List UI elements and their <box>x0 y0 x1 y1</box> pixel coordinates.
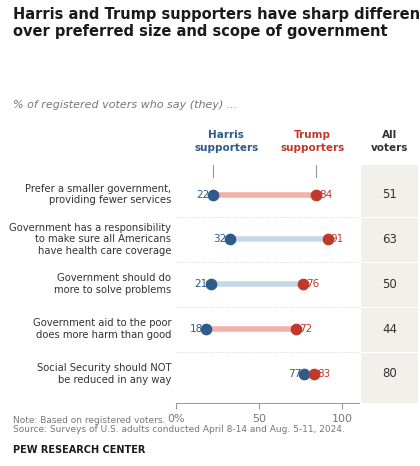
Text: 32: 32 <box>213 234 226 245</box>
Point <box>301 370 307 377</box>
Text: 84: 84 <box>319 190 333 199</box>
Text: 63: 63 <box>382 233 397 246</box>
Text: Harris
supporters: Harris supporters <box>194 130 258 153</box>
Point <box>208 281 215 288</box>
Text: 83: 83 <box>318 369 331 379</box>
Point <box>311 370 318 377</box>
Text: Trump
supporters: Trump supporters <box>281 130 345 153</box>
Text: PEW RESEARCH CENTER: PEW RESEARCH CENTER <box>13 445 145 455</box>
Point <box>312 191 319 199</box>
Point <box>324 236 331 243</box>
Text: 72: 72 <box>299 324 312 334</box>
Text: 21: 21 <box>195 279 208 289</box>
Text: 76: 76 <box>306 279 319 289</box>
Text: % of registered voters who say (they) ...: % of registered voters who say (they) ..… <box>13 100 237 110</box>
Text: Note: Based on registered voters.: Note: Based on registered voters. <box>13 416 165 425</box>
Text: 80: 80 <box>382 368 397 380</box>
Point <box>226 236 233 243</box>
Text: 91: 91 <box>331 234 344 245</box>
Text: All
voters: All voters <box>371 130 408 153</box>
Text: 51: 51 <box>382 188 397 201</box>
Point <box>293 325 299 333</box>
Point <box>203 325 210 333</box>
Text: 18: 18 <box>190 324 203 334</box>
Text: Social Security should NOT
be reduced in any way: Social Security should NOT be reduced in… <box>37 363 171 385</box>
Text: Source: Surveys of U.S. adults conducted April 8-14 and Aug. 5-11, 2024.: Source: Surveys of U.S. adults conducted… <box>13 425 344 434</box>
Text: Government has a responsibility
to make sure all Americans
have health care cove: Government has a responsibility to make … <box>9 223 171 256</box>
Text: Government aid to the poor
does more harm than good: Government aid to the poor does more har… <box>33 318 171 340</box>
Point <box>299 281 306 288</box>
Text: Harris and Trump supporters have sharp differences
over preferred size and scope: Harris and Trump supporters have sharp d… <box>13 7 420 40</box>
Point <box>210 191 216 199</box>
Text: 77: 77 <box>288 369 301 379</box>
Text: 50: 50 <box>382 278 397 291</box>
Text: 22: 22 <box>197 190 210 199</box>
Text: Prefer a smaller government,
providing fewer services: Prefer a smaller government, providing f… <box>25 184 171 206</box>
Text: 44: 44 <box>382 322 397 336</box>
Text: Government should do
more to solve problems: Government should do more to solve probl… <box>54 274 171 295</box>
